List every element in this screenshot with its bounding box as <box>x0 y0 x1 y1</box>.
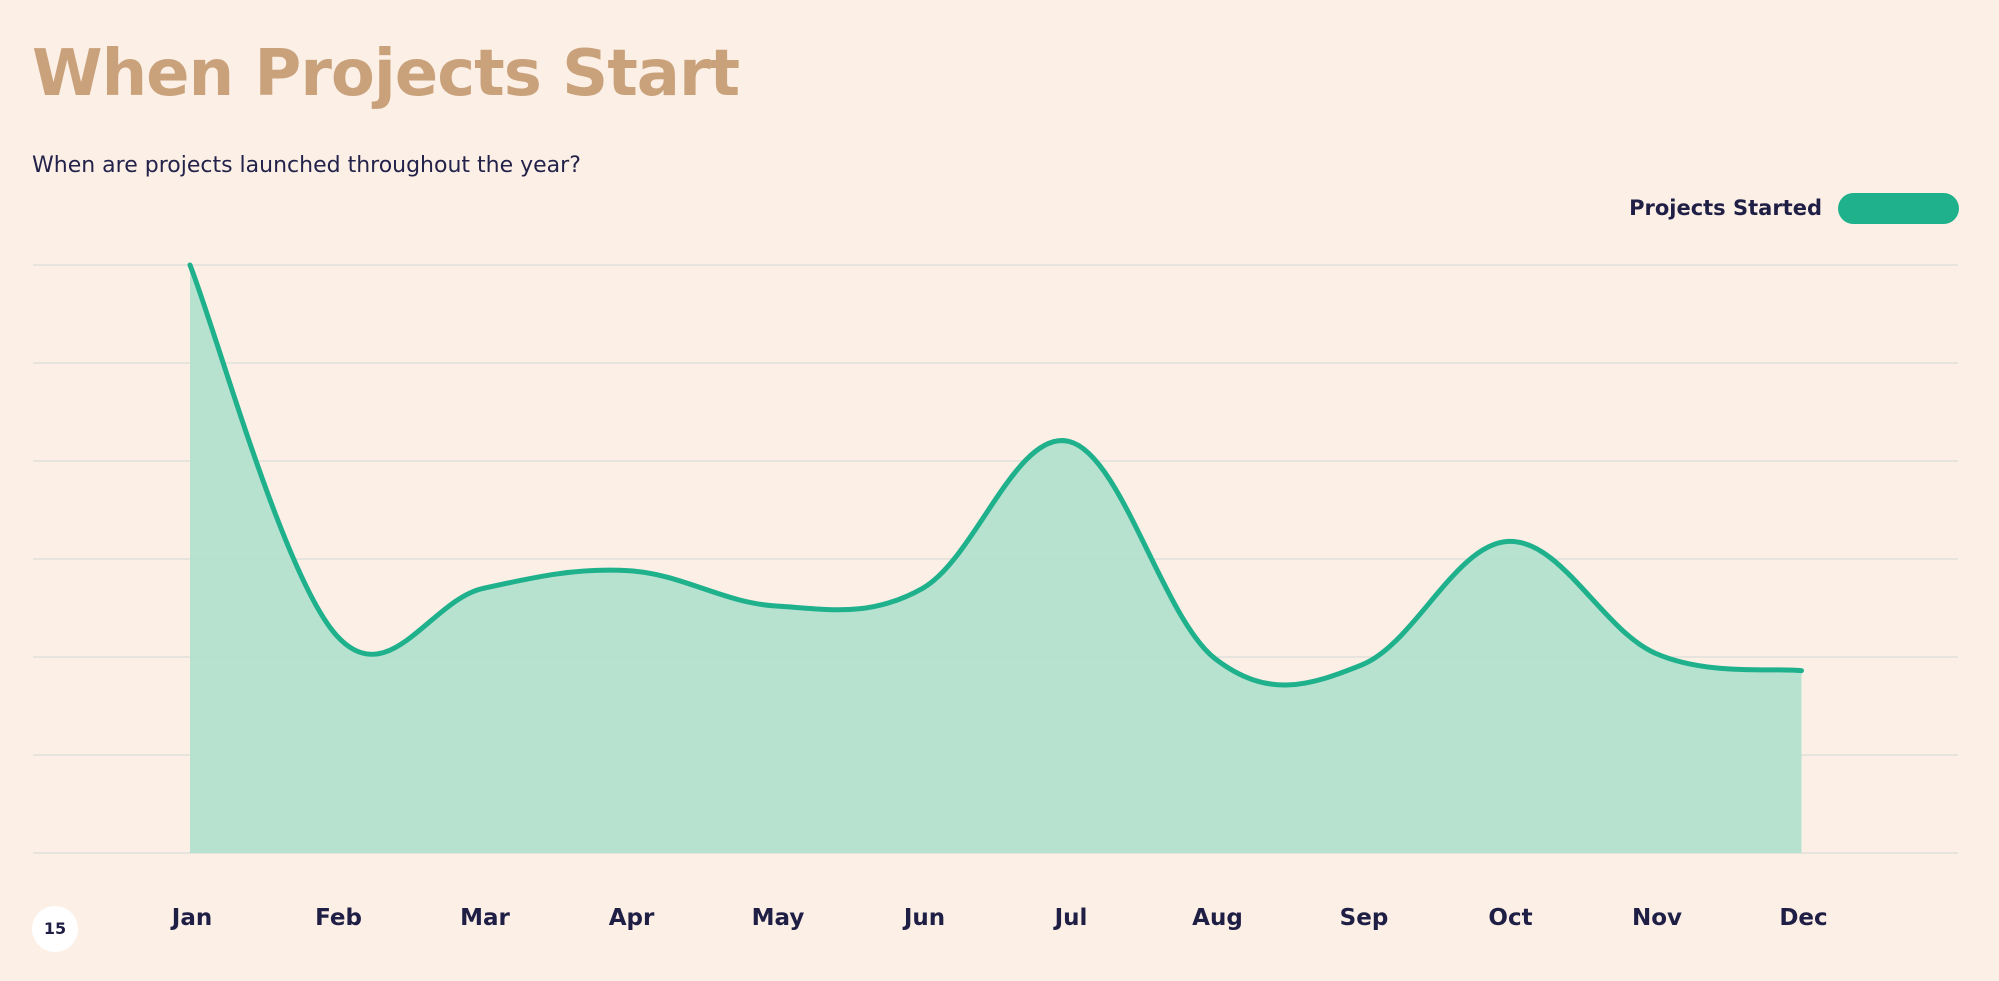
data-point-nov <box>1652 650 1658 656</box>
data-point-jan <box>187 262 193 268</box>
x-tick-label-aug: Aug <box>1192 905 1243 931</box>
x-tick-label-dec: Dec <box>1779 905 1827 931</box>
data-point-aug <box>1213 656 1219 662</box>
x-tick-label-sep: Sep <box>1340 905 1389 931</box>
data-point-feb <box>334 632 340 638</box>
data-point-may <box>773 603 779 609</box>
x-tick-label-feb: Feb <box>315 905 362 931</box>
data-point-apr <box>627 568 633 574</box>
x-tick-label-nov: Nov <box>1632 905 1682 931</box>
x-tick-label-may: May <box>752 905 805 931</box>
x-tick-label-mar: Mar <box>460 905 510 931</box>
data-point-sep <box>1359 662 1365 668</box>
x-tick-label-jun: Jun <box>902 905 945 931</box>
chart-subtitle: When are projects launched throughout th… <box>32 153 581 178</box>
x-tick-label-apr: Apr <box>609 905 655 931</box>
data-point-oct <box>1506 538 1512 544</box>
legend-label-projects-started: Projects Started <box>1629 196 1822 220</box>
data-point-dec <box>1799 668 1805 674</box>
x-tick-label-jan: Jan <box>170 905 212 931</box>
x-tick-label-jul: Jul <box>1053 905 1088 931</box>
data-point-jul <box>1066 438 1072 444</box>
x-tick-label-oct: Oct <box>1488 905 1532 931</box>
x-axis-tick-labels: Jan Feb Mar Apr May Jun Jul Aug Sep Oct Nov Dec <box>170 905 1828 931</box>
data-point-jun <box>920 585 926 591</box>
chart-legend: Projects Started <box>1629 192 1959 224</box>
page-number-badge: 15 <box>32 906 78 952</box>
chart-title: When Projects Start <box>32 37 740 111</box>
data-point-mar <box>480 585 486 591</box>
series-area-projects-started <box>190 265 1802 853</box>
legend-swatch-projects-started <box>1838 192 1959 224</box>
series-line-projects-started <box>187 262 1804 688</box>
